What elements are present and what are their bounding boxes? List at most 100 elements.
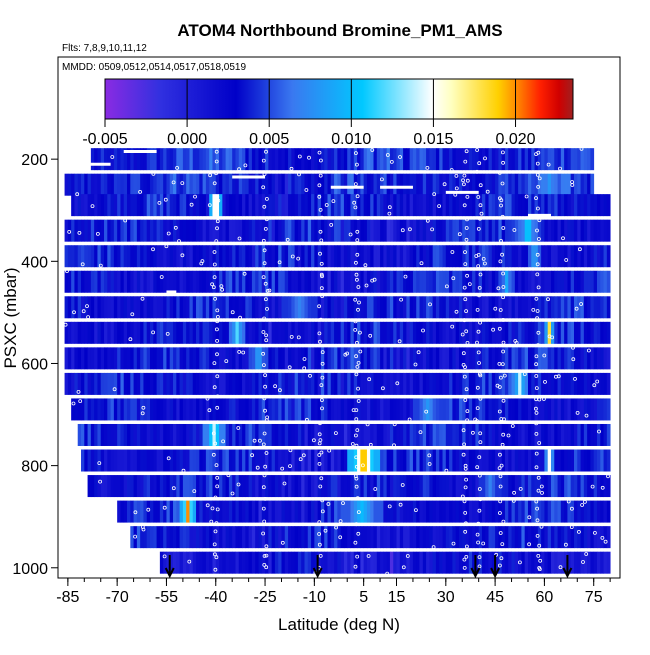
heatmap-cell <box>87 372 92 395</box>
heatmap-cell <box>429 347 434 370</box>
heatmap-cell <box>150 219 154 242</box>
heatmap-cell <box>498 347 503 370</box>
heatmap-cell <box>136 194 141 217</box>
heatmap-cell <box>271 245 276 268</box>
heatmap-cell <box>514 347 519 370</box>
heatmap-cell <box>251 347 256 370</box>
heatmap-cell <box>422 475 427 498</box>
heatmap-cell <box>547 500 552 523</box>
heatmap-cell <box>150 449 154 472</box>
heatmap-cell <box>127 296 131 319</box>
heatmap-cell <box>363 500 368 523</box>
heatmap-cell <box>133 423 138 446</box>
heatmap-cell <box>373 526 378 549</box>
track-point <box>288 464 292 469</box>
heatmap-cell <box>153 449 157 472</box>
heatmap-cell <box>271 296 276 319</box>
heatmap-cell <box>228 270 233 293</box>
heatmap-cell <box>393 475 397 498</box>
heatmap-cell <box>511 423 516 446</box>
heatmap-cell <box>219 148 223 171</box>
track-point <box>478 272 483 277</box>
heatmap-cell <box>320 500 325 523</box>
heatmap-cell <box>288 500 292 523</box>
heatmap-cell <box>110 372 115 395</box>
heatmap-cell <box>265 347 269 370</box>
heatmap-cell <box>403 475 407 498</box>
heatmap-cell <box>468 449 473 472</box>
heatmap-cell <box>271 173 276 196</box>
heatmap-cell <box>304 526 309 549</box>
heatmap-cell <box>396 270 401 293</box>
heatmap-cell <box>504 500 509 523</box>
heatmap-cell <box>504 270 509 293</box>
heatmap-cell <box>84 245 88 268</box>
heatmap-cell <box>301 148 305 171</box>
heatmap-cell <box>514 321 519 344</box>
track-point <box>323 528 328 533</box>
heatmap-cell <box>248 551 253 574</box>
track-point <box>236 426 241 430</box>
heatmap-cell <box>330 423 335 446</box>
track-point <box>130 312 135 317</box>
heatmap-cell <box>219 194 223 217</box>
heatmap-cell <box>458 321 463 344</box>
heatmap-cell <box>412 551 417 574</box>
heatmap-cell <box>77 296 82 319</box>
heatmap-cell <box>435 500 440 523</box>
heatmap-cell <box>481 398 486 421</box>
heatmap-cell <box>455 372 460 395</box>
heatmap-cell <box>524 219 529 242</box>
heatmap-cell <box>248 423 253 446</box>
heatmap-cell <box>455 270 460 293</box>
heatmap-cell <box>524 270 529 293</box>
heatmap-cell <box>412 398 417 421</box>
heatmap-cell <box>458 423 463 446</box>
track-point <box>242 271 247 276</box>
track-point <box>413 508 418 513</box>
heatmap-cell <box>570 449 575 472</box>
heatmap-cell <box>337 372 342 395</box>
heatmap-cell <box>564 475 568 498</box>
heatmap-cell <box>544 347 549 370</box>
heatmap-cell <box>478 526 483 549</box>
heatmap-cell <box>97 245 102 268</box>
heatmap-cell <box>478 321 483 344</box>
heatmap-cell <box>439 500 443 523</box>
heatmap-cell <box>389 475 394 498</box>
heatmap-cell <box>133 449 138 472</box>
heatmap-cell <box>199 245 204 268</box>
heatmap-cell <box>327 423 332 446</box>
heatmap-cell <box>399 245 404 268</box>
heatmap-cell <box>472 296 476 319</box>
track-point <box>263 384 268 389</box>
track-point <box>478 216 482 221</box>
heatmap-cell <box>133 475 138 498</box>
heatmap-cell <box>274 219 279 242</box>
heatmap-cell <box>334 219 338 242</box>
heatmap-cell <box>288 423 292 446</box>
track-point <box>327 448 332 453</box>
track-point <box>485 189 490 194</box>
heatmap-cell <box>199 500 204 523</box>
track-point <box>320 509 325 514</box>
heatmap-cell <box>508 194 512 217</box>
heatmap-cell <box>179 296 184 319</box>
heatmap-cell <box>550 194 555 217</box>
heatmap-cell <box>524 423 529 446</box>
heatmap-cell <box>380 423 384 446</box>
heatmap-cell <box>383 398 388 421</box>
heatmap-cell <box>416 321 420 344</box>
heatmap-cell <box>182 372 187 395</box>
heatmap-cell <box>531 296 535 319</box>
heatmap-cell <box>580 270 585 293</box>
heatmap-cell <box>452 219 457 242</box>
heatmap-cell <box>396 245 401 268</box>
heatmap-cell <box>265 423 269 446</box>
heatmap-cell <box>235 551 240 574</box>
heatmap-cell <box>215 347 220 370</box>
heatmap-cell <box>166 526 171 549</box>
heatmap-cell <box>518 551 522 574</box>
heatmap-cell <box>544 551 549 574</box>
heatmap-cell <box>90 270 95 293</box>
